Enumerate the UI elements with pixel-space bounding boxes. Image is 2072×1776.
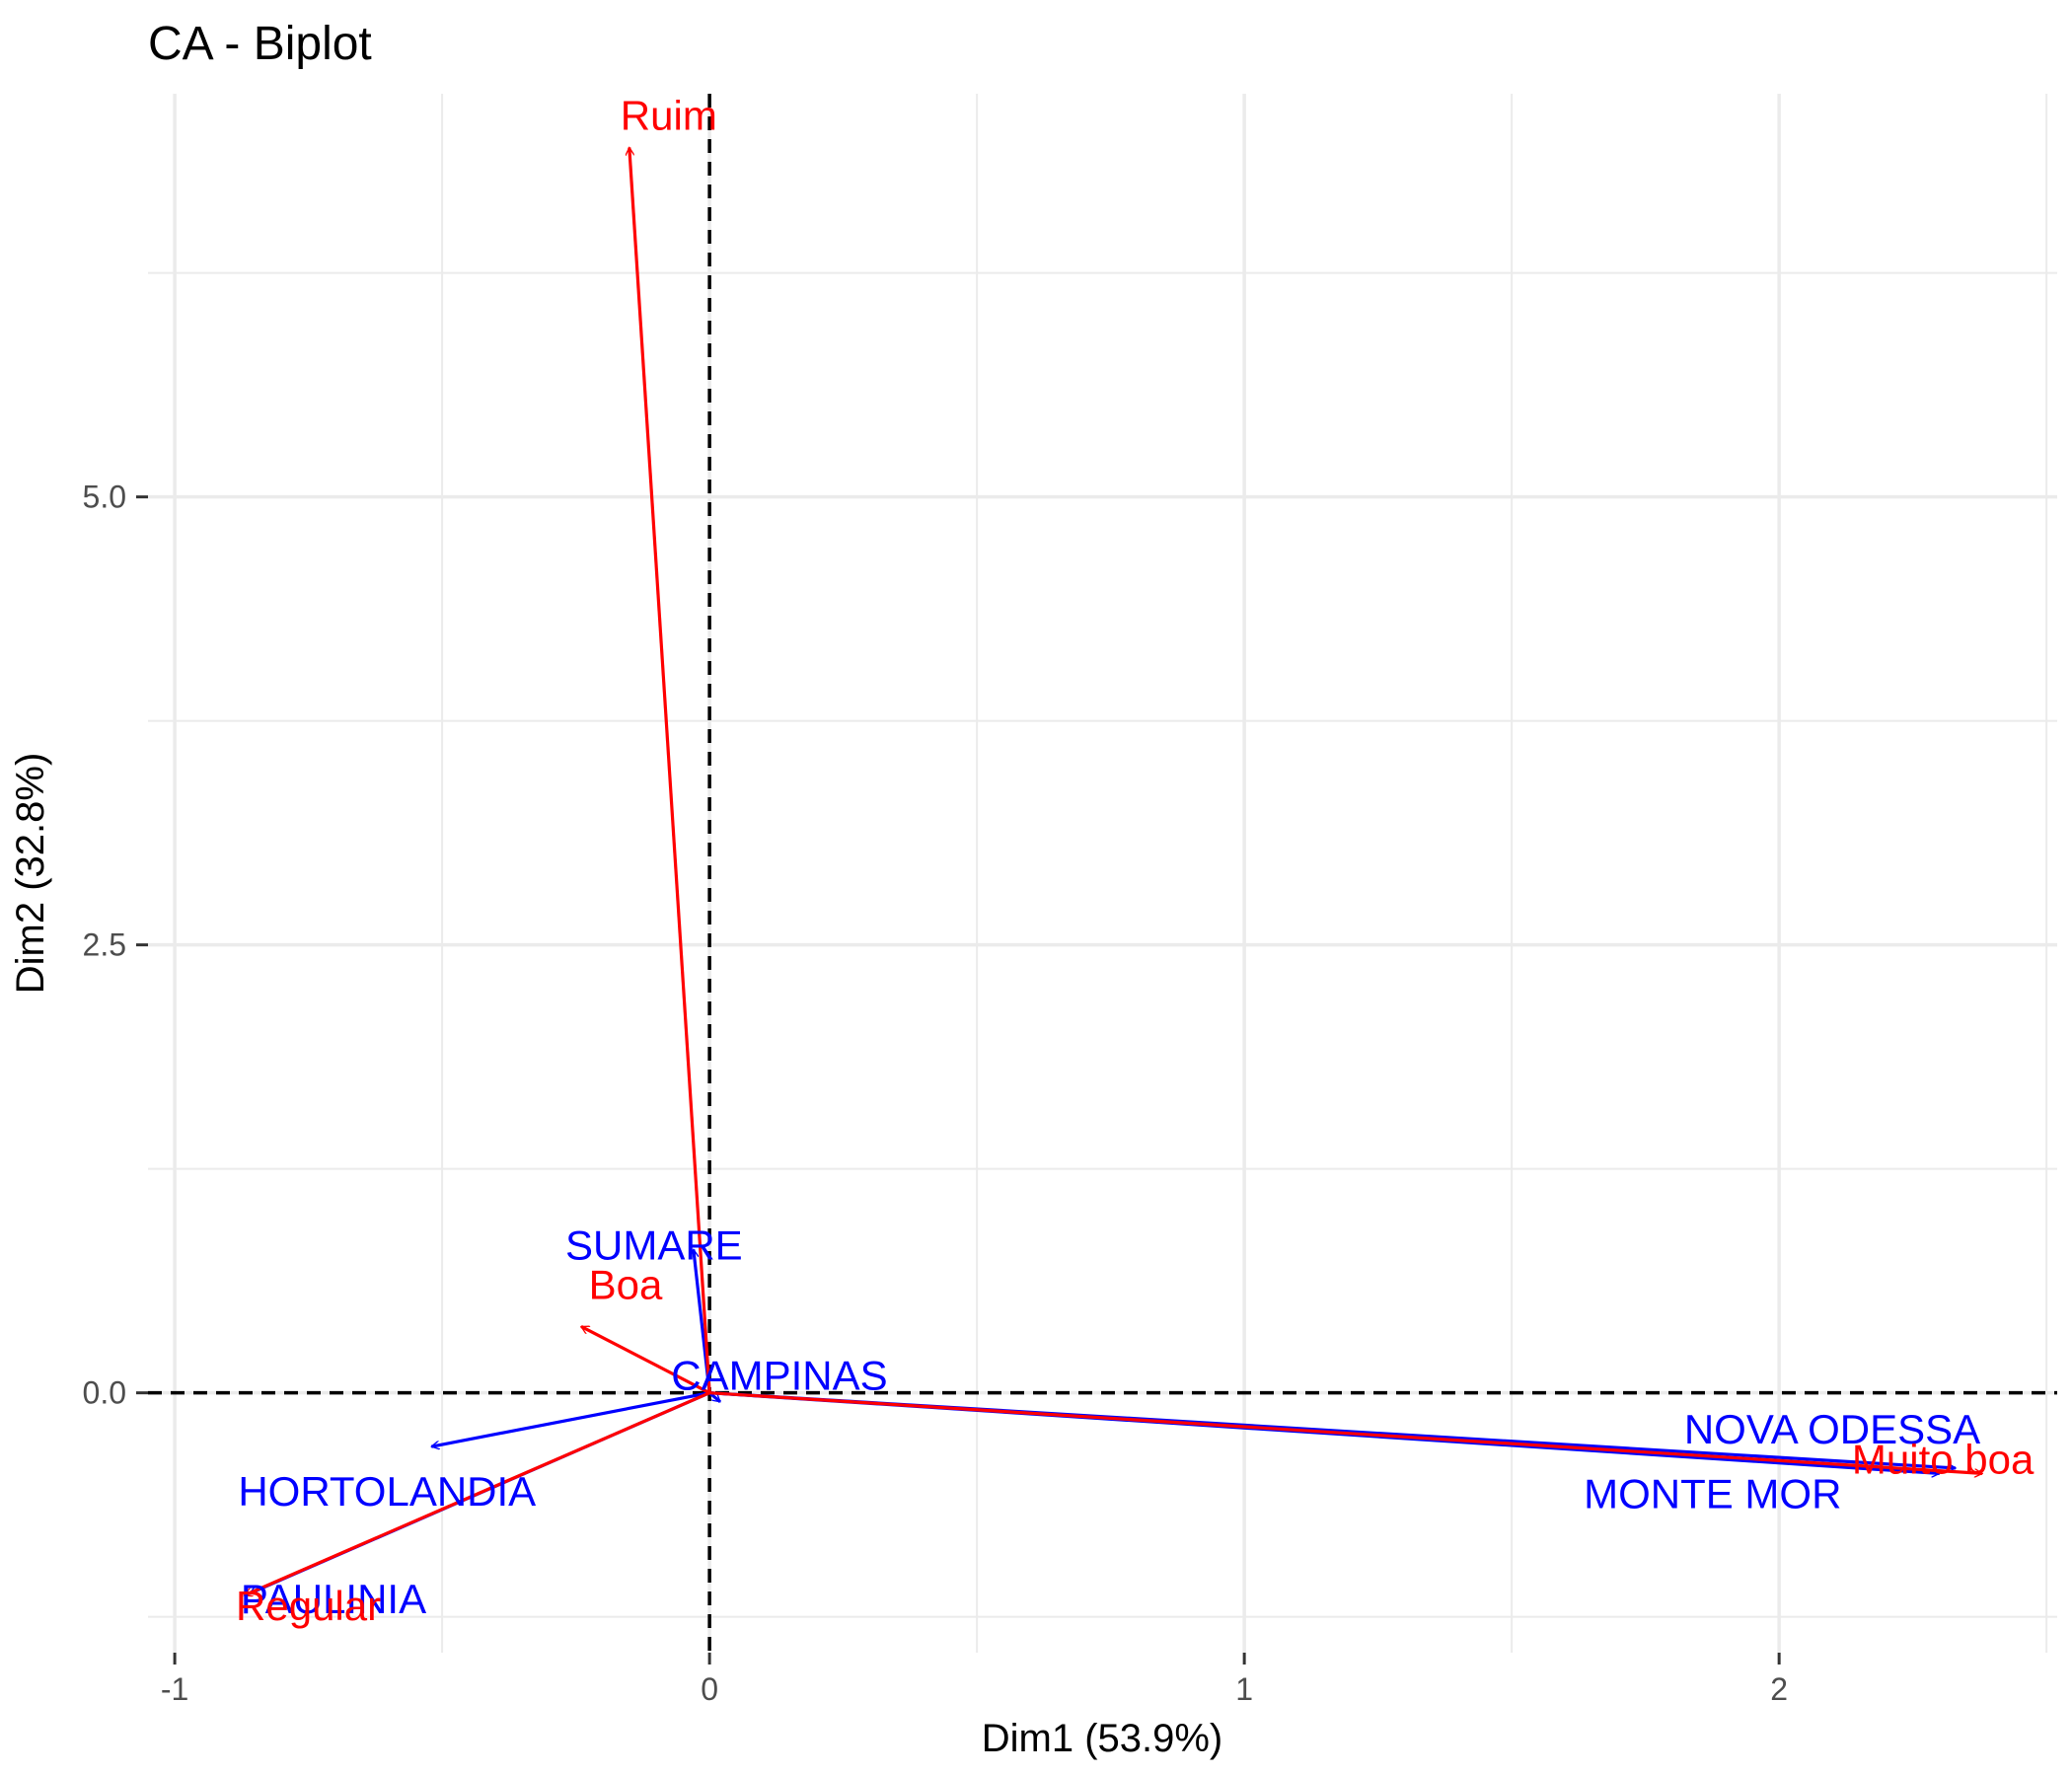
label-boa: Boa	[589, 1261, 663, 1307]
x-tick-label: -1	[161, 1671, 188, 1707]
y-axis-title: Dim2 (32.8%)	[9, 753, 52, 995]
x-tick-label: 2	[1770, 1671, 1788, 1707]
arrow-ruim	[629, 147, 711, 1393]
arrow-boa	[581, 1325, 710, 1395]
x-tick-label: 0	[701, 1671, 718, 1707]
axes: -1 0 1 2 0.0 2.5 5.0	[83, 480, 1789, 1707]
label-paulinia: PAULINIA	[241, 1576, 426, 1622]
arrow-hortolandia	[431, 1391, 710, 1446]
chart-title: CA - Biplot	[148, 18, 372, 70]
arrow-regular	[245, 1391, 710, 1595]
point-labels: SUMARE CAMPINAS HORTOLANDIA PAULINIA NOVA OD…	[236, 92, 2035, 1628]
label-regular: Regular	[236, 1583, 381, 1629]
label-ruim: Ruim	[621, 92, 717, 138]
y-tick-label: 5.0	[83, 480, 126, 515]
label-nova-odessa: NOVA ODESSA	[1684, 1406, 1980, 1452]
label-hortolandia: HORTOLANDIA	[238, 1468, 536, 1515]
y-tick-label: 2.5	[83, 927, 126, 963]
x-axis-title: Dim1 (53.9%)	[982, 1717, 1223, 1760]
label-muito-boa: Muito boa	[1852, 1436, 2035, 1482]
label-campinas: CAMPINAS	[671, 1353, 887, 1399]
x-tick-label: 1	[1235, 1671, 1253, 1707]
label-monte-mor: MONTE MOR	[1584, 1470, 1841, 1517]
arrow-muito-boa	[709, 1391, 1982, 1474]
arrows	[245, 147, 1983, 1594]
label-sumare: SUMARE	[565, 1221, 743, 1268]
y-tick-label: 0.0	[83, 1375, 126, 1411]
